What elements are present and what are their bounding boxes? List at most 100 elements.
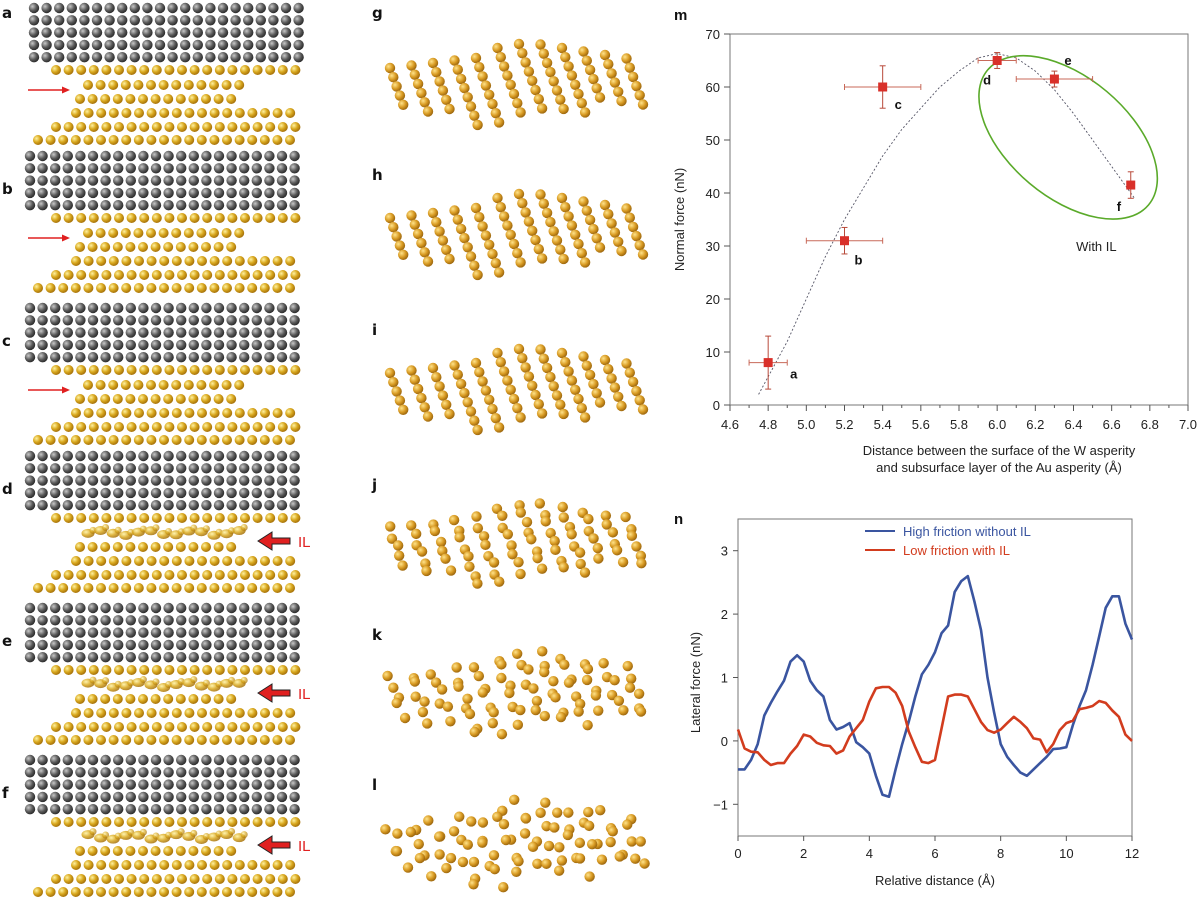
au-atom [455,73,467,85]
au-atom [133,887,144,897]
au-atom [125,694,136,704]
w-atom [251,779,262,790]
au-atom [537,646,548,657]
w-atom [125,200,136,211]
w-atom [264,767,275,778]
au-atom [440,553,451,564]
au-atom [71,256,81,266]
au-atom [570,229,581,240]
au-atom [196,887,207,897]
au-atom [290,817,301,827]
au-atom [63,65,74,75]
w-atom [113,187,124,199]
au-atom [222,108,233,118]
w-atom [213,327,225,338]
w-atom [138,463,149,474]
panel-d-snapshot: IL [24,450,311,593]
au-atom [584,64,596,76]
data-marker [1126,180,1136,190]
au-atom [213,694,224,704]
au-atom [63,817,74,827]
au-atom [427,362,439,374]
w-atom [264,150,275,162]
w-atom [188,615,199,626]
au-atom [126,365,137,375]
au-atom [240,365,250,375]
w-atom [251,602,262,614]
au-atom [512,248,523,259]
w-atom [188,487,199,499]
au-atom-interfacial [89,828,97,836]
w-atom [280,52,292,63]
au-atom [70,283,81,293]
au-atom [539,710,550,722]
w-atom [138,150,149,162]
panel-j-cluster [385,498,647,589]
w-atom [24,163,36,174]
w-atom [91,27,103,38]
au-atom [196,583,207,593]
x-tick-label: 6 [931,846,938,861]
au-atom [272,887,283,897]
w-atom [201,339,212,351]
au-atom [636,558,647,569]
w-atom [163,639,174,651]
au-atom [96,556,107,566]
au-atom [159,860,170,870]
panel-letter-g: g [372,4,383,22]
au-atom [240,65,250,75]
au-atom [114,365,124,375]
au-atom [624,682,636,693]
au-atom [71,708,81,718]
au-atom [557,501,568,513]
au-atom [247,408,258,418]
au-atom [527,225,538,236]
au-atom [134,108,144,118]
w-atom [205,52,216,63]
au-atom [83,583,94,593]
au-atom [465,101,477,112]
au-atom [146,380,156,390]
w-atom [138,163,149,174]
w-atom [251,163,262,174]
au-atom [159,135,169,145]
au-atom [101,213,112,223]
au-atom [441,244,452,255]
au-atom [159,583,169,593]
au-atom [410,691,421,702]
au-atom [466,816,477,827]
w-atom [163,500,174,511]
au-atom [226,694,237,704]
au-atom [96,860,107,870]
au-atom [134,860,144,870]
au-atom [498,366,510,377]
au-atom [70,135,81,145]
w-atom [24,150,36,162]
w-atom [176,315,187,326]
au-atom [277,513,288,523]
w-atom [62,450,73,462]
au-atom [209,108,220,118]
w-atom [251,352,262,363]
au-atom [624,367,635,378]
panel-letter-k: k [372,626,382,644]
au-atom [121,256,132,266]
au-atom [462,397,473,408]
panel-c-snapshot [24,302,301,445]
au-atom [576,248,587,259]
au-atom [252,213,263,223]
au-atom [579,567,591,578]
w-atom [79,27,90,38]
au-atom [469,415,480,426]
w-atom [276,639,288,651]
w-atom [37,791,48,803]
x-tick-label: 2 [800,846,807,861]
au-atom [277,665,288,675]
au-atom [437,85,449,96]
w-atom [87,767,99,778]
au-atom [631,541,642,552]
w-atom [217,39,229,51]
au-atom [213,542,224,552]
au-atom [472,578,483,589]
panel-k-cluster [382,646,647,740]
